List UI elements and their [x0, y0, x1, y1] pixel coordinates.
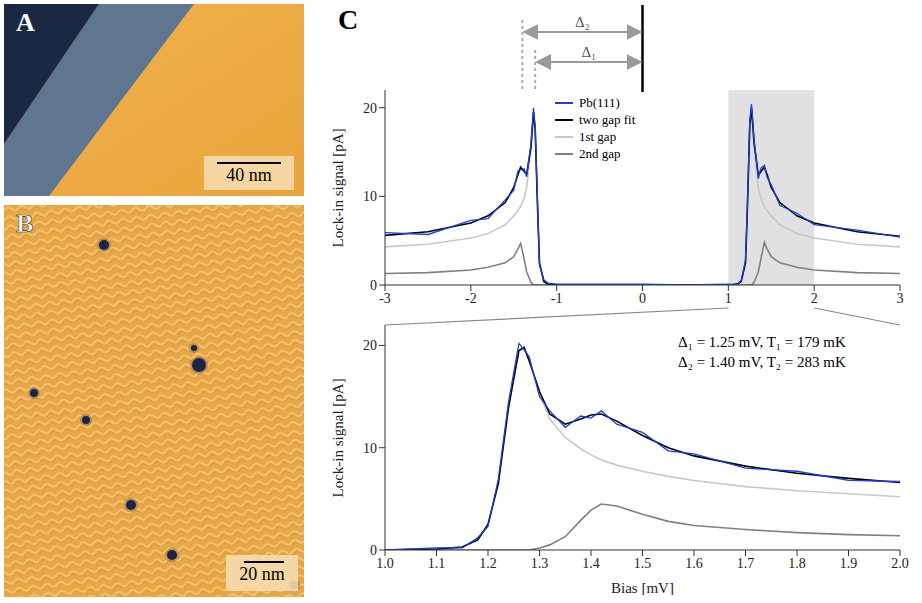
svg-text:1: 1 [725, 291, 732, 306]
svg-text:0: 0 [639, 291, 646, 306]
svg-text:Δ₁: Δ₁ [581, 44, 596, 60]
svg-text:0: 0 [370, 543, 377, 558]
svg-text:Bias [mV]: Bias [mV] [611, 580, 674, 595]
html-text:B: B [16, 209, 34, 238]
html-text:40 nm: 40 nm [226, 165, 272, 185]
svg-text:1.9: 1.9 [840, 556, 858, 571]
svg-text:2.0: 2.0 [891, 556, 909, 571]
svg-text:Lock-in signal [pA]: Lock-in signal [pA] [330, 378, 346, 497]
html-text:C: C [338, 4, 359, 35]
svg-text:1.7: 1.7 [737, 556, 755, 571]
svg-text:-3: -3 [379, 291, 391, 306]
svg-text:1.6: 1.6 [685, 556, 703, 571]
html-text:20 nm: 20 nm [239, 564, 285, 584]
svg-text:1.4: 1.4 [582, 556, 600, 571]
html-text:Pb(111): Pb(111) [578, 94, 620, 110]
svg-text:20: 20 [363, 338, 377, 353]
svg-text:10: 10 [363, 189, 377, 204]
html-text:Δ₁ = 1.25 mV, T₁ = 179 mK: Δ₁ = 1.25 mV, T₁ = 179 mK [678, 334, 846, 350]
svg-text:1.1: 1.1 [428, 556, 446, 571]
svg-text:1.8: 1.8 [788, 556, 806, 571]
svg-text:1.5: 1.5 [634, 556, 652, 571]
svg-text:20: 20 [363, 101, 377, 116]
svg-text:Δ₂: Δ₂ [575, 14, 590, 30]
svg-text:1.0: 1.0 [376, 556, 394, 571]
svg-text:3: 3 [897, 291, 904, 306]
svg-text:-1: -1 [551, 291, 563, 306]
html-text:1st gap: 1st gap [578, 128, 617, 144]
svg-text:1.3: 1.3 [531, 556, 549, 571]
svg-text:0: 0 [370, 278, 377, 293]
svg-text:-2: -2 [465, 291, 477, 306]
html-text:A: A [16, 8, 35, 37]
svg-text:Lock-in signal [pA]: Lock-in signal [pA] [330, 128, 346, 247]
svg-text:10: 10 [363, 441, 377, 456]
svg-text:1.2: 1.2 [479, 556, 497, 571]
svg-text:2: 2 [811, 291, 818, 306]
html-text:2nd gap: 2nd gap [578, 145, 621, 161]
html-text:two gap fit: two gap fit [578, 111, 636, 127]
html-text:Δ₂ = 1.40 mV, T₂ = 283 mK: Δ₂ = 1.40 mV, T₂ = 283 mK [678, 354, 846, 370]
